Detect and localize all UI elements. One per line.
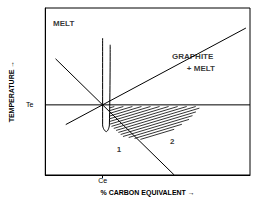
svg-text:% CARBON EQUIVALENT →: % CARBON EQUIVALENT → xyxy=(100,189,194,197)
svg-text:TEMPERATURE →: TEMPERATURE → xyxy=(8,61,15,123)
svg-text:1: 1 xyxy=(117,145,122,154)
svg-text:+ MELT: + MELT xyxy=(187,64,215,73)
svg-text:GRAPHITE: GRAPHITE xyxy=(172,51,214,61)
svg-text:2: 2 xyxy=(170,137,175,146)
svg-text:Ce: Ce xyxy=(98,177,107,184)
svg-text:MELT: MELT xyxy=(53,19,74,28)
svg-text:Te: Te xyxy=(26,101,34,108)
